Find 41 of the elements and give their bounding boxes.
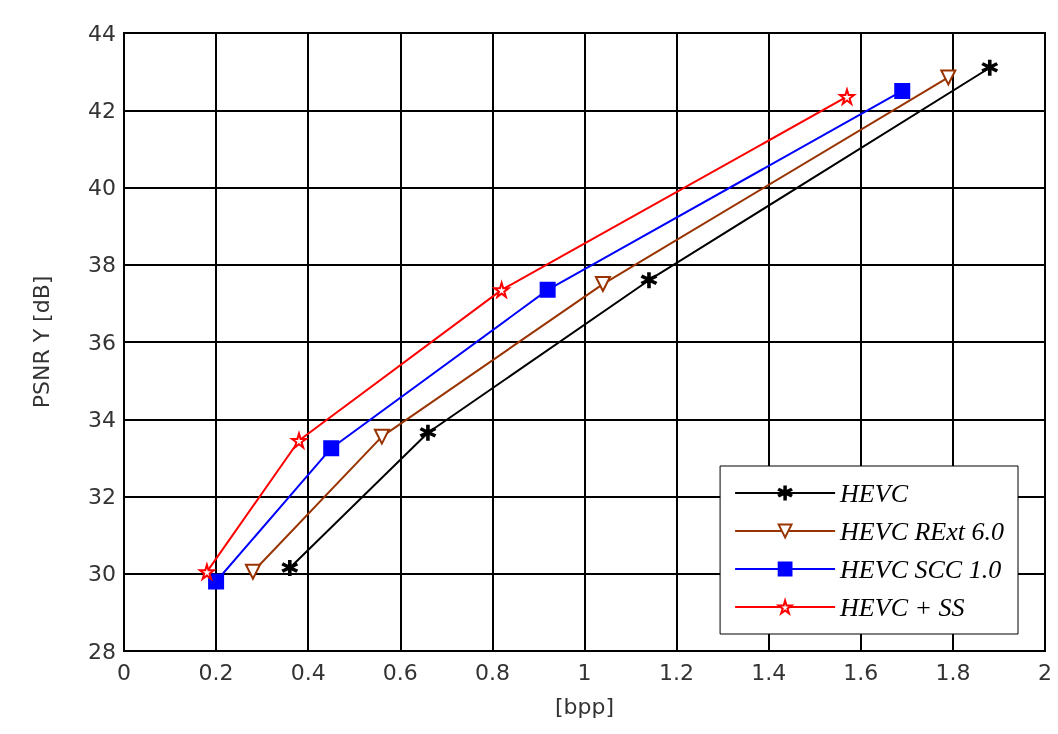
point (208, 573, 225, 590)
y-tick-label: 28 (88, 638, 116, 664)
legend-label: HEVC RExt 6.0 (839, 516, 1005, 546)
legend-label: HEVC SCC 1.0 (839, 554, 1002, 584)
x-axis-title: [bpp] (554, 693, 615, 719)
point (323, 440, 340, 457)
point (837, 86, 857, 107)
y-tick-label: 32 (88, 484, 116, 509)
x-tick-label: 0.6 (382, 659, 418, 685)
y-tick-label: 36 (88, 329, 116, 355)
x-tick-label: 0.2 (198, 659, 234, 685)
x-tick-label: 1.2 (659, 659, 695, 685)
x-tick-label: 2 (1038, 659, 1052, 685)
x-tick-label: 0.4 (290, 659, 326, 685)
point (539, 281, 556, 298)
y-tick-label: 34 (88, 406, 116, 432)
x-tick-label: 0.8 (474, 659, 510, 685)
point (244, 563, 261, 580)
y-tick-label: 44 (88, 20, 116, 46)
y-tick-label: 42 (88, 97, 116, 123)
x-tick-label: 1.6 (843, 659, 879, 685)
point (894, 82, 911, 99)
x-tick-label: 1.8 (935, 659, 971, 685)
point (281, 559, 298, 576)
y-tick-label: 30 (88, 561, 116, 587)
y-axis-title: PSNR Y [dB] (28, 275, 54, 409)
x-tick-label: 1.4 (751, 659, 787, 685)
point (640, 272, 657, 289)
y-tick-label: 40 (88, 175, 116, 200)
point (491, 279, 512, 300)
legend-label: HEVC + SS (839, 592, 965, 622)
point (373, 428, 390, 445)
point (981, 59, 998, 76)
point (419, 424, 436, 441)
x-tick-label: 1 (577, 659, 592, 685)
x-tick-label: 0 (117, 659, 131, 685)
point (594, 276, 611, 293)
point (197, 561, 217, 582)
point (940, 69, 957, 86)
y-tick-label: 38 (88, 252, 116, 278)
legend-label: HEVC (839, 478, 909, 508)
